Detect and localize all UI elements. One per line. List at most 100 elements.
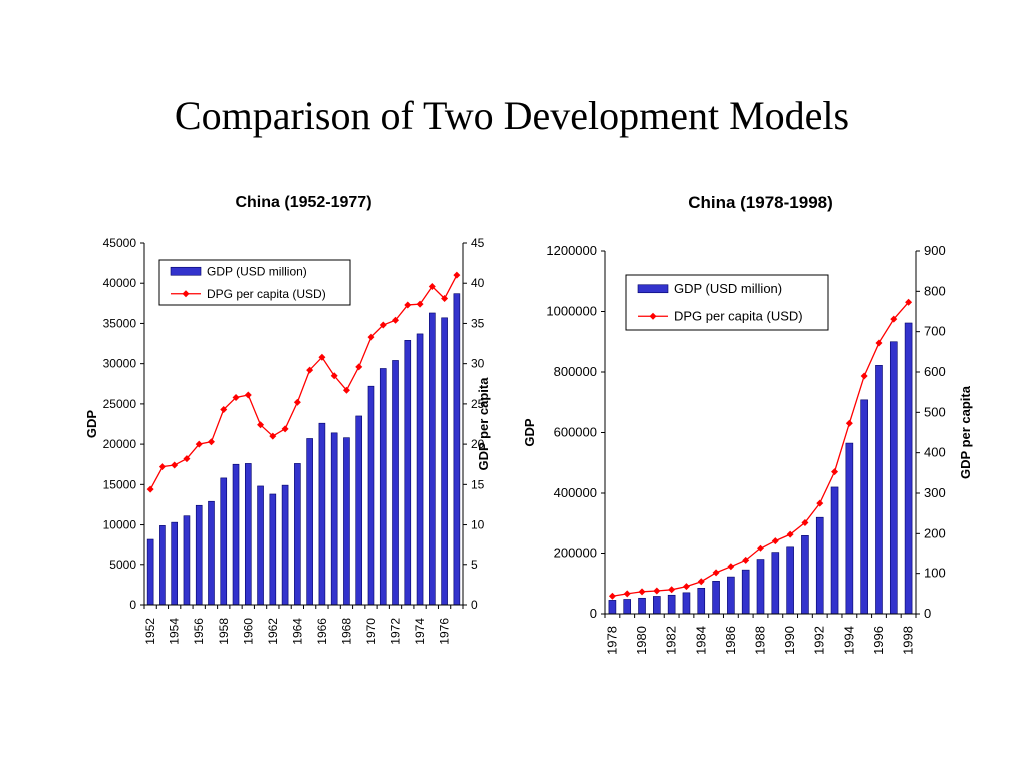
c1-y-tick-label: 45000 [103,236,137,250]
c2-x-tick-label: 1980 [634,626,649,655]
c1-y-tick-label: 15000 [103,477,137,491]
c2-y2-tick-label: 700 [924,324,946,339]
c1-y2-tick-label: 5 [471,558,478,572]
c2-bar-1981 [653,596,661,615]
c2-x-tick-label: 1992 [812,626,827,655]
c1-y2-tick-label: 30 [471,357,485,371]
c1-bar-1960 [244,463,252,606]
c1-y2-axis-label: GDP per capita [476,377,491,471]
c2-point-1987 [742,556,750,564]
c1-x-tick-label: 1972 [389,618,403,645]
c2-bar-1979 [623,599,632,615]
c1-chart-title: China (1952-1977) [235,194,371,211]
c1-bar-1976 [441,317,448,606]
c1-y2-tick-label: 25 [471,397,485,411]
c2-x-tick-label: 1996 [871,626,886,655]
c1-x-tick-label: 1966 [315,618,329,645]
c2-point-1985 [712,569,720,577]
c1-y-tick-label: 35000 [103,316,137,330]
c2-y-tick-label: 400000 [554,485,597,500]
c1-bar-1959 [232,463,240,606]
c2-bar-1994 [845,442,854,615]
c1-bar-1952 [146,538,154,606]
c1-point-1959 [232,393,240,401]
c1-bar-1974 [416,333,424,606]
c2-y2-tick-label: 900 [924,243,946,258]
c2-bar-1986 [727,576,735,615]
c2-bar-1998 [904,322,913,615]
c2-bar-1982 [667,594,676,615]
c2-y2-tick-label: 300 [924,485,946,500]
c2-point-1997 [890,315,898,323]
c2-bar-1991 [801,535,809,615]
c1-point-1977 [453,271,461,279]
c2-point-1984 [697,578,705,586]
c2-legend-percapita-label: DPG per capita (USD) [674,308,803,323]
c2-x-tick-label: 1994 [841,626,856,655]
c2-x-tick-label: 1990 [782,626,797,655]
c1-bar-1961 [257,485,264,606]
c2-y-tick-label: 800000 [554,364,597,379]
c1-bar-1957 [208,500,215,606]
c1-x-tick-label: 1974 [413,618,427,645]
c1-point-1974 [416,300,424,308]
c2-y2-tick-label: 500 [924,404,946,419]
c2-x-tick-label: 1988 [753,626,768,655]
c1-bar-1969 [355,415,363,606]
c2-chart-title: China (1978-1998) [688,193,833,212]
c2-bar-1984 [697,587,706,615]
c2-point-1989 [771,537,779,545]
c1-point-1954 [171,461,179,469]
c2-x-tick-label: 1986 [723,626,738,655]
c2-bar-1996 [875,365,883,615]
c1-point-1970 [367,333,375,341]
c1-y2-tick-label: 0 [471,598,478,612]
c2-x-tick-label: 1998 [901,626,916,655]
c2-point-1994 [845,419,853,427]
c1-point-1971 [379,321,387,329]
c1-point-1968 [342,386,350,394]
c2-point-1998 [905,298,913,306]
c1-point-1964 [293,398,301,406]
c2-point-1993 [831,468,839,476]
c1-point-1960 [244,391,252,399]
c1-point-1976 [441,295,449,303]
c1-x-tick-label: 1958 [217,618,231,645]
c1-bar-1963 [281,484,289,606]
c1-y2-tick-label: 40 [471,276,485,290]
c1-point-1962 [269,432,277,440]
c1-point-1963 [281,425,289,433]
slide-title: Comparison of Two Development Models [174,93,850,138]
c1-point-1966 [318,353,326,361]
c1-y-tick-label: 10000 [103,518,137,532]
c1-y-axis-label: GDP [84,410,99,439]
c2-bar-1989 [771,552,780,615]
c1-y2-tick-label: 20 [471,437,485,451]
c1-point-1956 [195,440,203,448]
c2-point-1980 [638,588,646,596]
c2-point-1988 [757,544,764,552]
c1-point-1975 [428,282,436,290]
c1-x-tick-label: 1952 [143,618,157,645]
c2-y-axis-label: GDP [522,418,537,447]
c2-point-1995 [860,372,868,380]
c1-point-1953 [158,463,166,471]
c2-x-tick-label: 1978 [604,626,619,655]
c2-bar-1978 [608,600,617,615]
c1-legend-percapita-label: DPG per capita (USD) [207,287,326,301]
c1-legend-marker [182,290,190,298]
c1-bar-1973 [404,340,412,606]
c2-y2-axis-label: GDP per capita [958,385,973,479]
c1-bar-1964 [294,463,301,606]
c1-bar-1971 [379,368,387,606]
c2-y2-tick-label: 0 [924,606,931,621]
c2-bar-1987 [741,569,750,615]
c2-bar-1983 [682,592,691,615]
c2-point-1983 [682,583,690,591]
c2-bar-1990 [786,546,794,615]
c1-point-1957 [207,438,215,446]
c2-legend-bar-swatch [637,284,669,294]
c1-bar-1975 [429,312,436,606]
c1-x-tick-label: 1968 [339,618,353,645]
c2-bar-1997 [889,341,898,615]
